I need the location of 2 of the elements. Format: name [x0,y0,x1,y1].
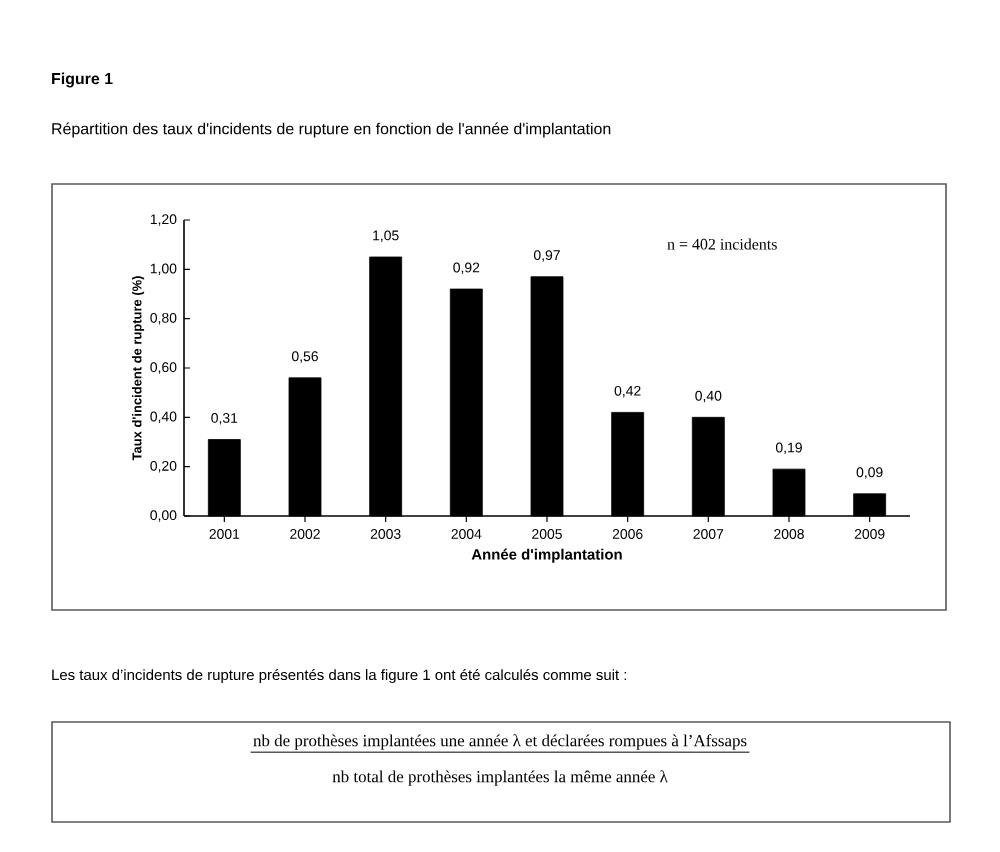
text: nb total de prothèses implantées la même année λ [332,770,668,786]
text: nb de prothèses implantées une année λ et déclarées rompues à l’Afssaps [253,734,747,750]
